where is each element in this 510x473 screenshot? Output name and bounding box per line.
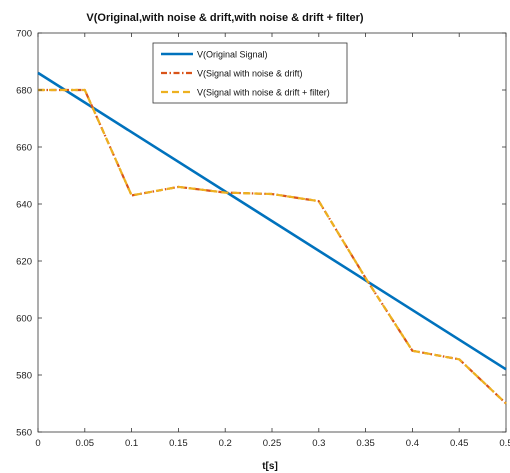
x-tick-label: 0.5 <box>499 438 510 449</box>
legend-entry-3: V(Signal with noise & drift + filter) <box>197 88 330 98</box>
x-tick-label: 0 <box>35 438 40 449</box>
series-layer <box>37 71 507 405</box>
x-tick-label: 0.45 <box>450 438 469 449</box>
chart-title: V(Original,with noise & drift,with noise… <box>86 12 363 24</box>
axes-layer: 0 0.05 0.1 0.15 0.2 0.25 0.3 0.35 0.4 0.45 0.5 560 5… <box>16 29 510 450</box>
x-tick-label: 0.1 <box>125 438 138 449</box>
y-tick-label: 600 <box>16 314 32 325</box>
y-tick-label: 680 <box>16 86 32 97</box>
x-axis-label: t[s] <box>262 461 278 472</box>
y-tick-label: 660 <box>16 143 32 154</box>
x-tick-label: 0.2 <box>219 438 232 449</box>
legend-entry-2: V(Signal with noise & drift) <box>197 69 303 79</box>
y-tick-label: 640 <box>16 200 32 211</box>
legend: V(Original Signal) V(Signal with noise & … <box>152 42 348 104</box>
x-tick-label: 0.25 <box>263 438 282 449</box>
x-tick-label: 0.3 <box>312 438 325 449</box>
y-tick-label: 620 <box>16 257 32 268</box>
y-tick-label: 580 <box>16 371 32 382</box>
series-line-1 <box>37 71 507 371</box>
legend-entry-1: V(Original Signal) <box>197 50 268 60</box>
x-tick-label: 0.35 <box>356 438 375 449</box>
x-tick-label: 0.15 <box>169 438 188 449</box>
y-tick-label: 700 <box>16 29 32 40</box>
x-tick-label: 0.05 <box>76 438 95 449</box>
x-tick-label: 0.4 <box>406 438 419 449</box>
series-line-3 <box>38 88 507 405</box>
y-tick-label: 560 <box>16 428 32 439</box>
